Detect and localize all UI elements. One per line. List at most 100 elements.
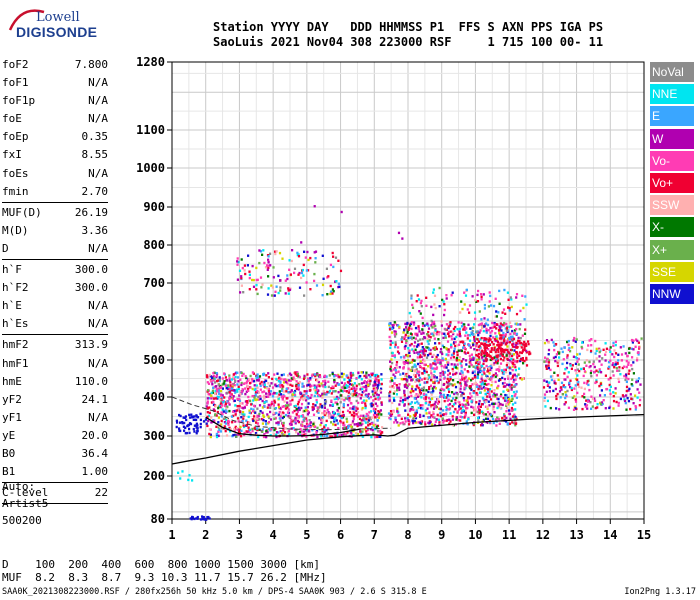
echo-point <box>274 417 277 420</box>
echo-point <box>598 360 601 363</box>
echo-point <box>256 379 259 382</box>
echo-point <box>494 348 497 352</box>
echo-point <box>558 356 561 359</box>
echo-point <box>249 374 252 378</box>
echo-point <box>207 389 210 392</box>
echo-point <box>466 308 469 311</box>
echo-point <box>507 377 510 380</box>
echo-point <box>188 474 191 477</box>
echo-point <box>495 335 498 338</box>
echo-point <box>625 389 628 393</box>
echo-point <box>604 407 607 410</box>
echo-point <box>261 283 264 286</box>
echo-point <box>411 385 414 388</box>
echo-point <box>257 414 260 418</box>
echo-point <box>505 364 508 367</box>
echo-point <box>473 311 477 314</box>
echo-point <box>498 346 501 350</box>
echo-point <box>448 408 451 411</box>
echo-point <box>432 381 435 384</box>
echo-point <box>508 355 511 358</box>
echo-point <box>427 334 430 337</box>
echo-point <box>455 335 458 339</box>
echo-point <box>543 399 546 402</box>
echo-point <box>463 368 466 371</box>
param-name: foF2 <box>2 58 29 71</box>
echo-point <box>316 408 320 411</box>
echo-point <box>406 331 409 334</box>
echo-outlier-point <box>401 237 404 240</box>
echo-point <box>392 410 395 413</box>
echo-point <box>468 311 471 314</box>
echo-point <box>486 354 489 357</box>
echo-point <box>231 410 235 413</box>
echo-point <box>291 393 294 396</box>
echo-point <box>240 275 243 278</box>
echo-point <box>504 333 508 336</box>
echo-point <box>435 333 438 336</box>
echo-point <box>411 366 414 369</box>
echo-point <box>349 407 352 410</box>
echo-point <box>336 422 339 425</box>
echo-point <box>505 371 508 374</box>
echo-point <box>314 389 317 392</box>
echo-point <box>230 378 233 381</box>
echo-point <box>278 376 281 380</box>
echo-point <box>303 250 306 253</box>
echo-point <box>573 405 576 409</box>
echo-point <box>390 358 393 361</box>
echo-point <box>414 394 417 397</box>
echo-point <box>433 381 436 385</box>
echo-point <box>614 361 617 364</box>
echo-point <box>396 421 399 424</box>
echo-point <box>397 414 400 417</box>
echo-point <box>336 382 339 385</box>
echo-point <box>338 285 341 288</box>
echo-point <box>352 386 355 389</box>
echo-point <box>515 296 518 299</box>
echo-point <box>211 391 214 394</box>
echo-point <box>354 388 357 391</box>
echo-point <box>211 376 214 380</box>
echo-point <box>241 419 244 422</box>
legend-item-vo: Vo- <box>650 150 694 171</box>
echo-point <box>482 418 485 422</box>
echo-point <box>287 374 290 377</box>
echo-point <box>547 353 550 356</box>
echo-point <box>347 385 351 389</box>
echo-point <box>287 387 290 390</box>
param-name: hmF2 <box>2 338 29 352</box>
echo-point <box>501 311 504 314</box>
echo-point <box>361 387 364 391</box>
echo-point <box>443 399 446 403</box>
muf-frequency-value: 10.3 <box>154 571 188 584</box>
echo-point <box>519 344 522 348</box>
echo-point <box>430 378 433 382</box>
echo-point <box>483 338 486 341</box>
echo-point <box>510 305 513 309</box>
echo-point <box>343 398 346 402</box>
echo-point <box>513 349 516 352</box>
echo-point <box>450 353 453 357</box>
echo-point <box>286 383 289 386</box>
echo-point <box>235 435 238 438</box>
echo-point <box>277 397 280 400</box>
echo-point <box>279 286 282 289</box>
echo-point <box>485 343 488 347</box>
echo-point <box>640 337 643 340</box>
echo-point <box>455 356 459 360</box>
echo-point <box>255 278 258 282</box>
echo-point <box>467 323 470 326</box>
echo-point <box>412 417 415 420</box>
echo-point <box>238 428 241 431</box>
echo-point <box>231 388 234 392</box>
echo-point <box>371 422 374 425</box>
echo-point <box>376 413 379 417</box>
echo-point <box>496 356 499 359</box>
echo-point <box>228 387 231 391</box>
echo-point <box>619 346 622 349</box>
echo-point <box>351 421 354 425</box>
echo-point <box>419 404 422 407</box>
echo-point <box>569 379 572 382</box>
echo-point <box>377 384 380 387</box>
